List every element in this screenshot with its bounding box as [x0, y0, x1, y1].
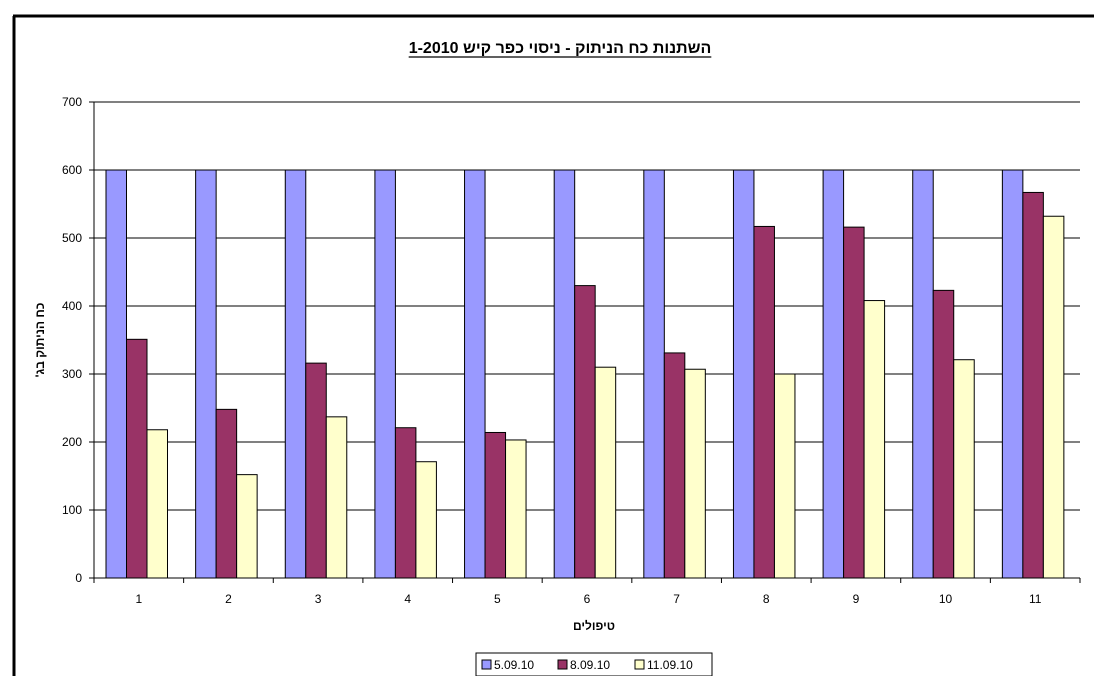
- legend-swatch: [557, 659, 568, 670]
- bar: [415, 461, 437, 579]
- bar: [684, 368, 706, 579]
- legend-swatch: [481, 659, 492, 670]
- bar: [105, 169, 127, 579]
- x-tick-label: 6: [584, 592, 591, 606]
- bar: [863, 300, 886, 579]
- bar: [773, 373, 796, 579]
- x-tick-label: 7: [673, 592, 680, 606]
- bar: [732, 169, 755, 579]
- x-tick-label: 10: [939, 592, 953, 606]
- bar: [843, 226, 865, 579]
- bar: [464, 169, 486, 579]
- y-tick-label: 500: [62, 231, 82, 245]
- y-tick-label: 0: [75, 571, 82, 585]
- x-axis-label: טיפולים: [573, 619, 615, 633]
- y-tick-label: 100: [62, 503, 82, 517]
- x-tick-label: 3: [315, 592, 322, 606]
- bar: [284, 169, 307, 579]
- bar: [663, 352, 686, 579]
- bar: [394, 427, 417, 579]
- bar: [374, 169, 396, 579]
- x-tick-label: 5: [494, 592, 501, 606]
- y-tick-label: 300: [62, 367, 82, 381]
- bar: [594, 366, 617, 579]
- x-tick-label: 4: [404, 592, 411, 606]
- bar: [822, 169, 845, 579]
- legend-label: 8.09.10: [570, 658, 610, 672]
- bar: [484, 431, 507, 579]
- legend-label: 11.09.10: [647, 658, 693, 672]
- bar: [912, 169, 934, 579]
- legend-label: 5.09.10: [494, 658, 534, 672]
- bar: [953, 359, 975, 579]
- bar: [753, 225, 775, 579]
- bar: [215, 408, 238, 579]
- bar: [325, 416, 348, 579]
- legend-swatch: [634, 659, 645, 670]
- x-tick-label: 1: [135, 592, 142, 606]
- bar: [195, 169, 217, 579]
- bar: [305, 362, 327, 579]
- bar: [1042, 215, 1065, 579]
- bar: [643, 169, 665, 579]
- x-tick-label: 11: [1029, 592, 1042, 606]
- bar: [932, 289, 955, 579]
- bars-layer: [105, 169, 1065, 579]
- x-tick-label: 9: [853, 592, 860, 606]
- bar: [574, 285, 596, 579]
- y-tick-label: 400: [62, 299, 82, 313]
- legend: 5.09.10 8.09.10 11.09.10: [475, 652, 713, 677]
- y-tick-label: 600: [62, 163, 82, 177]
- bar: [505, 439, 527, 579]
- axis-layer: 0 100 200 300 400 500 600 700 1 2 3 4 5 6 7 8 9 10 11: [62, 95, 1081, 606]
- bar: [236, 474, 258, 579]
- x-tick-label: 2: [225, 592, 232, 606]
- bar: [146, 429, 168, 579]
- bar: [126, 338, 148, 579]
- x-tick-label: 8: [763, 592, 770, 606]
- bar: [1001, 169, 1024, 579]
- chart-title: השתנות כח הניתוק - ניסוי כפר קיש 1-2010: [409, 40, 712, 57]
- y-tick-label: 200: [62, 435, 82, 449]
- bar: [1022, 191, 1044, 579]
- y-axis-label: כח הניתוק בג': [33, 303, 47, 378]
- bar: [553, 169, 576, 579]
- y-tick-label: 700: [62, 95, 82, 109]
